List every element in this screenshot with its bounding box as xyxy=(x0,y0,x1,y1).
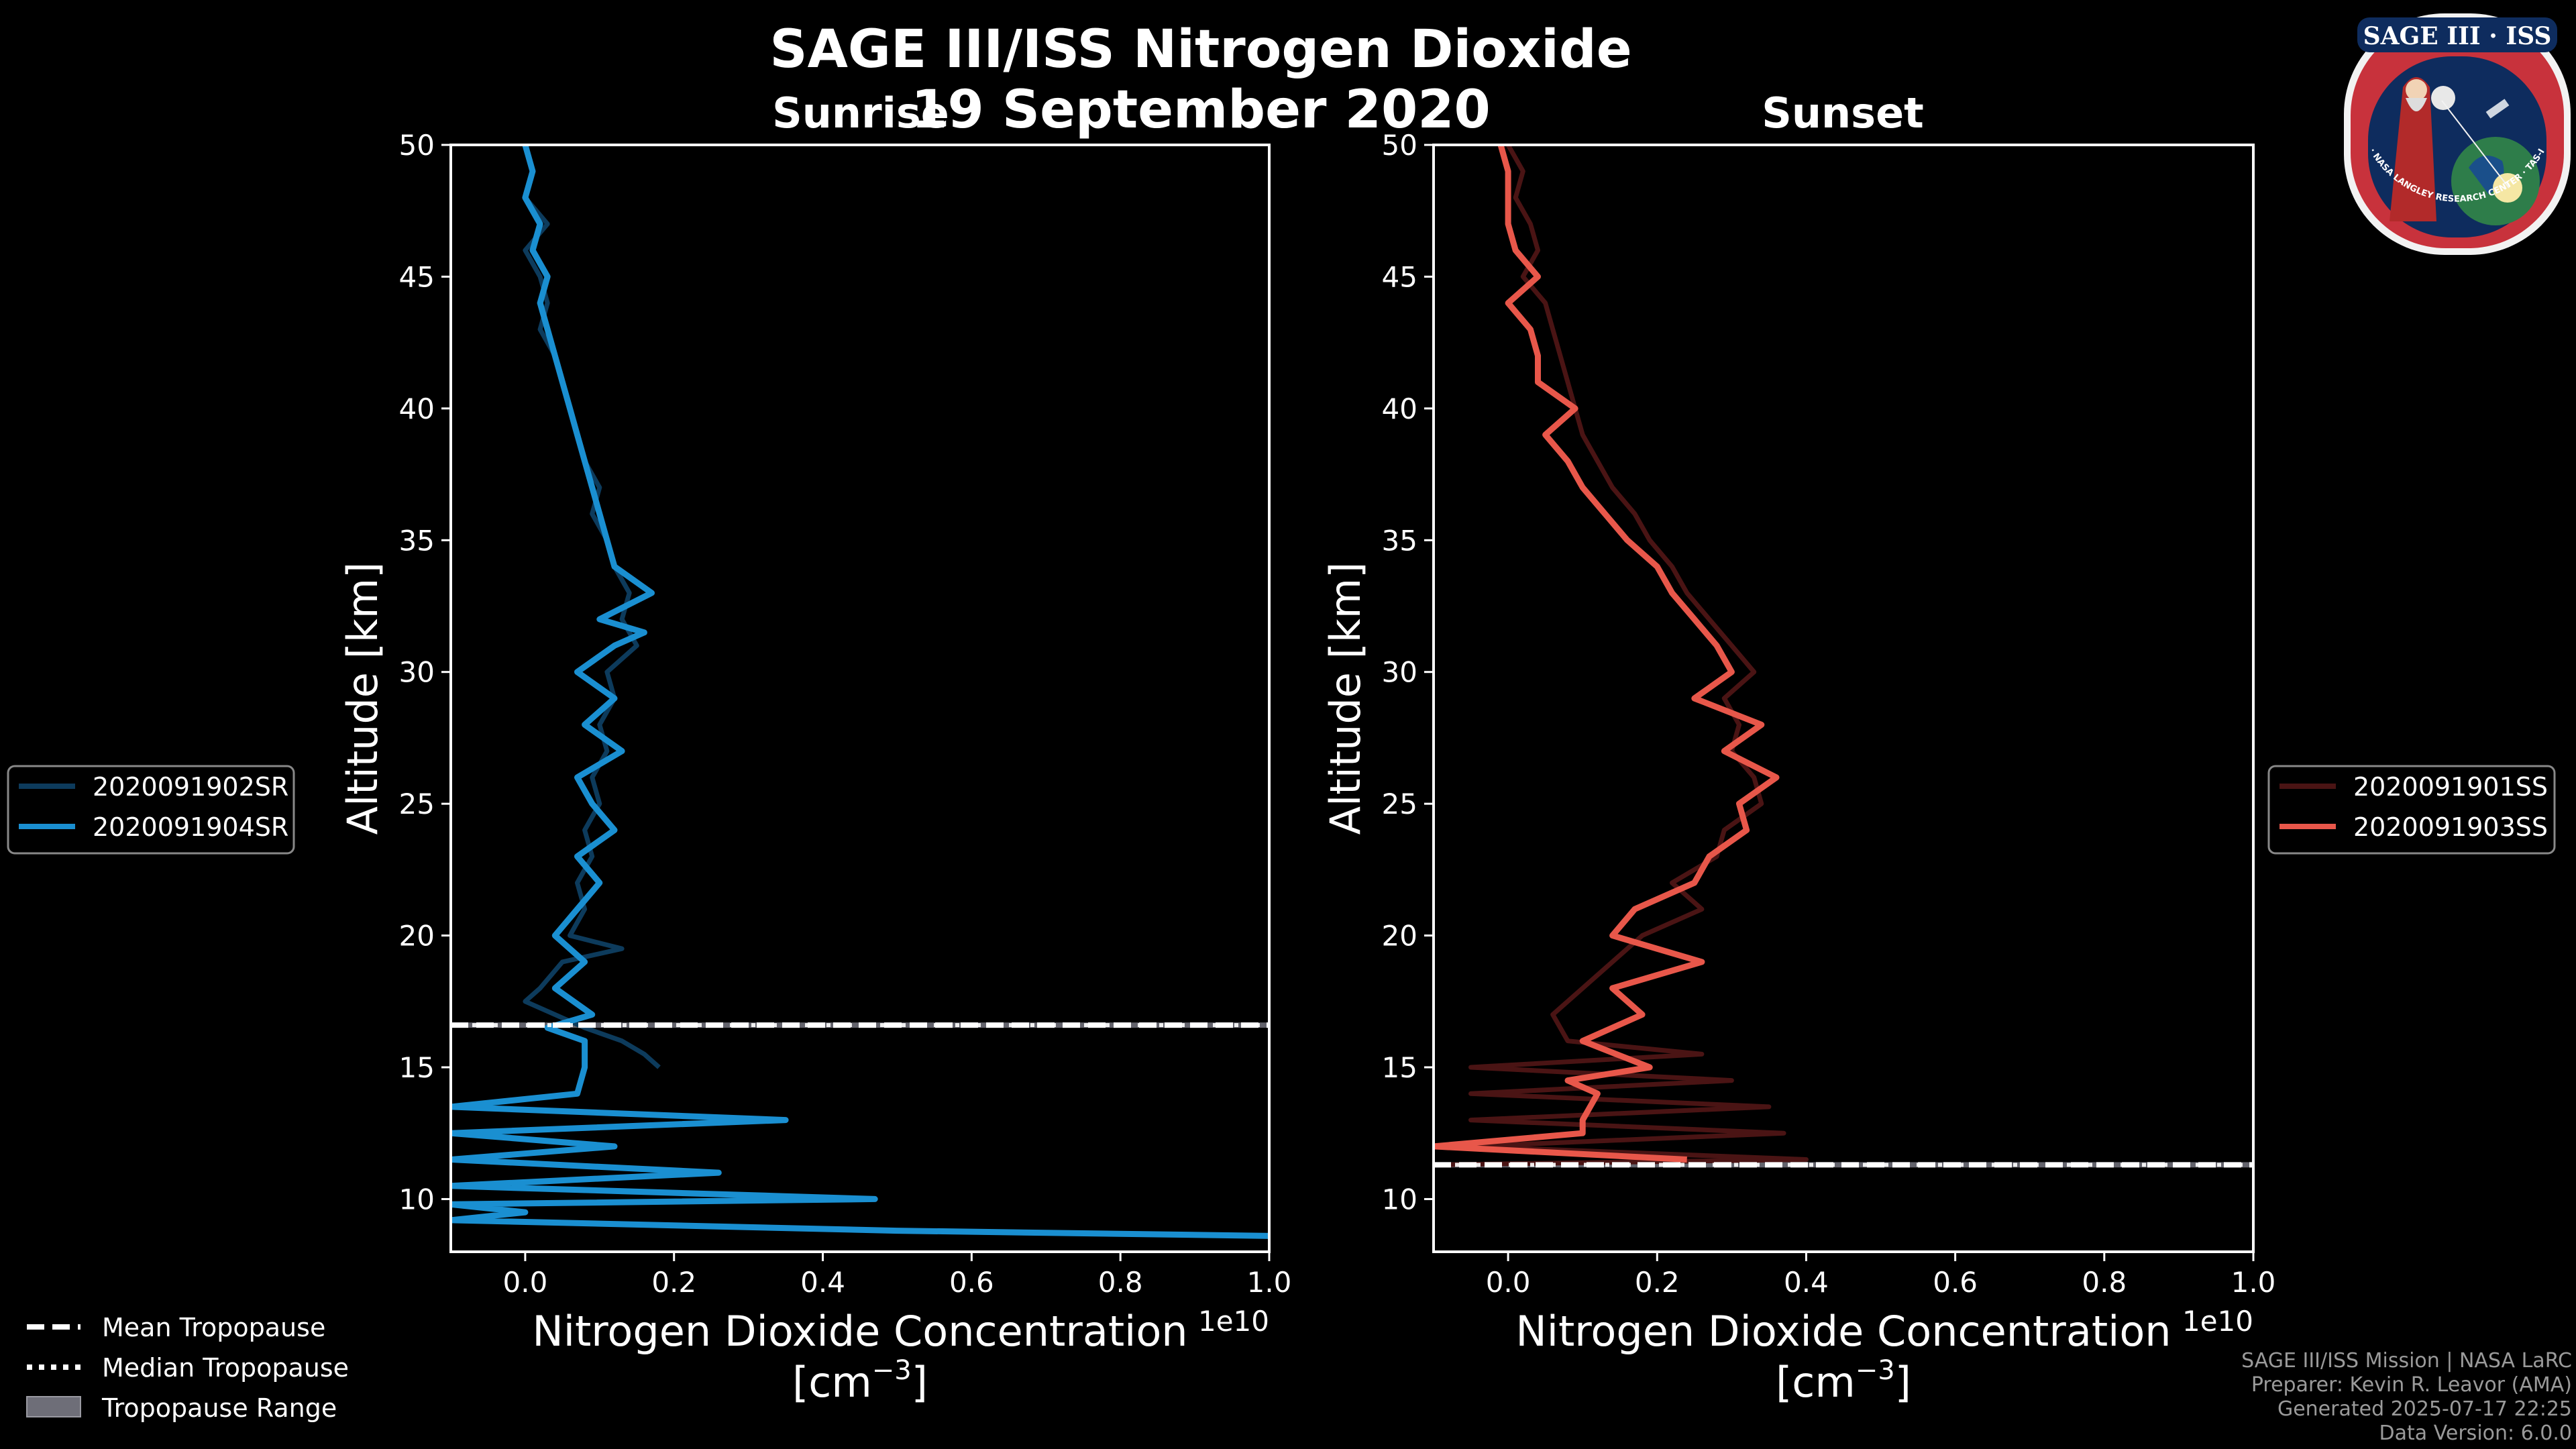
sunrise-y-tick-label: 35 xyxy=(399,524,435,557)
sunrise-panel-title: Sunrise xyxy=(772,89,949,138)
sunrise-x-tick-label: 0.0 xyxy=(503,1266,548,1299)
sunset-y-tick-label: 20 xyxy=(1382,920,1417,953)
logo-figure-beard xyxy=(2406,98,2427,111)
sunset-axes-frame xyxy=(1432,144,2255,1253)
sunset-x-tick-label: 0.0 xyxy=(1486,1266,1531,1299)
tropopause-range-swatch xyxy=(26,1396,81,1417)
sunset-panel-title: Sunset xyxy=(1762,89,1924,138)
sunrise-x-tick-label: 1.0 xyxy=(1247,1266,1292,1299)
sunset-x-tick-label: 0.6 xyxy=(1933,1266,1978,1299)
legend-label-2020091903ss: 2020091903SS xyxy=(2353,812,2548,842)
logo-figure-robe xyxy=(2390,77,2436,221)
sunset-x-offset-label: 1e10 xyxy=(2182,1305,2253,1338)
sunset-legend-frame xyxy=(2267,765,2556,855)
sunset-y-axis-label: Altitude [km] xyxy=(1321,562,1370,835)
sunset-legend: 2020091901SS 2020091903SS xyxy=(2267,765,2556,855)
sunrise-y-tick-label: 20 xyxy=(399,920,435,953)
sunrise-x-tick-label: 0.4 xyxy=(800,1266,845,1299)
sunrise-y-tick-label: 25 xyxy=(399,788,435,820)
sunrise-y-tick-label: 50 xyxy=(399,129,435,162)
sunrise-legend-frame xyxy=(7,765,295,855)
sunset-x-axis-label: Nitrogen Dioxide Concentration xyxy=(1515,1307,2171,1356)
logo-iss-station xyxy=(2485,99,2510,119)
sunrise-axes-frame xyxy=(449,144,1271,1253)
credits-block: SAGE III/ISS Mission | NASA LaRC Prepare… xyxy=(2241,1349,2572,1445)
sunrise-x-axis-unit: [cm−3] xyxy=(792,1355,928,1407)
sunset-y-tick-label: 45 xyxy=(1382,260,1417,293)
logo-beam-line xyxy=(2441,100,2510,189)
sunrise-y-tick-label: 10 xyxy=(399,1183,435,1216)
sunset-x-unit-suffix: ] xyxy=(1895,1358,1911,1407)
sunrise-y-tick-label: 30 xyxy=(399,656,435,689)
logo-sun xyxy=(2493,173,2522,203)
logo-figure-head xyxy=(2406,79,2427,101)
median-tropopause-label: Median Tropopause xyxy=(102,1353,349,1383)
sunrise-x-tick-label: 0.6 xyxy=(949,1266,994,1299)
sunset-y-tick-label: 35 xyxy=(1382,524,1417,557)
sunset-x-tick-label: 0.2 xyxy=(1635,1266,1680,1299)
sunset-y-tick-label: 40 xyxy=(1382,392,1417,425)
logo-moon xyxy=(2431,86,2455,110)
sunset-x-unit-exponent: −3 xyxy=(1856,1355,1895,1386)
sunrise-x-tick-label: 0.2 xyxy=(651,1266,696,1299)
sunset-y-tick-label: 30 xyxy=(1382,656,1417,689)
sunset-y-tick-label: 10 xyxy=(1382,1183,1417,1216)
sunset-x-unit-prefix: [cm xyxy=(1776,1358,1856,1407)
sunrise-x-axis-label: Nitrogen Dioxide Concentration xyxy=(532,1307,1187,1356)
sunrise-chart: 0.0 0.2 0.4 0.6 0.8 1.0 10 15 20 25 30 35 40 45 50 1e10… xyxy=(338,129,1291,1407)
figure-title: SAGE III/ISS Nitrogen Dioxide xyxy=(769,19,1631,80)
logo-title-text: SAGE III · ISS xyxy=(2363,22,2552,50)
tropopause-range-label: Tropopause Range xyxy=(101,1393,337,1423)
sunset-y-tick-label: 15 xyxy=(1382,1051,1417,1084)
sunset-x-tick-label: 1.0 xyxy=(2231,1266,2276,1299)
sunset-series-2020091901ss xyxy=(1434,145,1809,1167)
figure-date: 19 September 2020 xyxy=(911,80,1491,140)
sunrise-x-unit-suffix: ] xyxy=(912,1358,928,1407)
sunrise-x-unit-exponent: −3 xyxy=(872,1355,912,1386)
sunset-x-tick-label: 0.4 xyxy=(1784,1266,1829,1299)
sunrise-x-tick-label: 0.8 xyxy=(1098,1266,1143,1299)
sunrise-y-tick-label: 45 xyxy=(399,260,435,293)
sunset-chart: 0.0 0.2 0.4 0.6 0.8 1.0 10 15 20 25 30 35 40 45 50 1e10… xyxy=(1321,129,2275,1407)
sunrise-y-axis-label: Altitude [km] xyxy=(338,562,387,835)
sunset-y-tick-label: 25 xyxy=(1382,788,1417,820)
sunrise-y-tick-label: 15 xyxy=(399,1051,435,1084)
sunset-x-tick-label: 0.8 xyxy=(2082,1266,2127,1299)
logo-name-banner xyxy=(2357,17,2557,52)
sunrise-legend: 2020091902SR 2020091904SR xyxy=(7,765,295,855)
sunset-x-axis-unit: [cm−3] xyxy=(1776,1355,1911,1407)
sunset-series-2020091903ss xyxy=(1434,145,1780,1163)
sunset-y-tick-label: 50 xyxy=(1382,129,1417,162)
sunrise-x-unit-prefix: [cm xyxy=(792,1358,872,1407)
sunrise-x-offset-label: 1e10 xyxy=(1198,1305,1269,1338)
credit-preparer: Preparer: Kevin R. Leavor (AMA) xyxy=(2251,1373,2572,1397)
sunrise-series-2020091904sr xyxy=(451,145,1269,1239)
legend-label-2020091901ss: 2020091901SS xyxy=(2353,772,2548,802)
mean-tropopause-label: Mean Tropopause xyxy=(102,1313,325,1342)
credit-generated: Generated 2025-07-17 22:25 xyxy=(2277,1397,2572,1421)
legend-label-2020091902sr: 2020091902SR xyxy=(93,772,288,802)
sunrise-y-tick-label: 40 xyxy=(399,392,435,425)
tropopause-legend: Mean Tropopause Median Tropopause Tropop… xyxy=(26,1313,349,1423)
credit-data-version: Data Version: 6.0.0 xyxy=(2379,1421,2572,1445)
credit-mission: SAGE III/ISS Mission | NASA LaRC xyxy=(2241,1349,2572,1373)
legend-label-2020091904sr: 2020091904SR xyxy=(93,812,288,842)
